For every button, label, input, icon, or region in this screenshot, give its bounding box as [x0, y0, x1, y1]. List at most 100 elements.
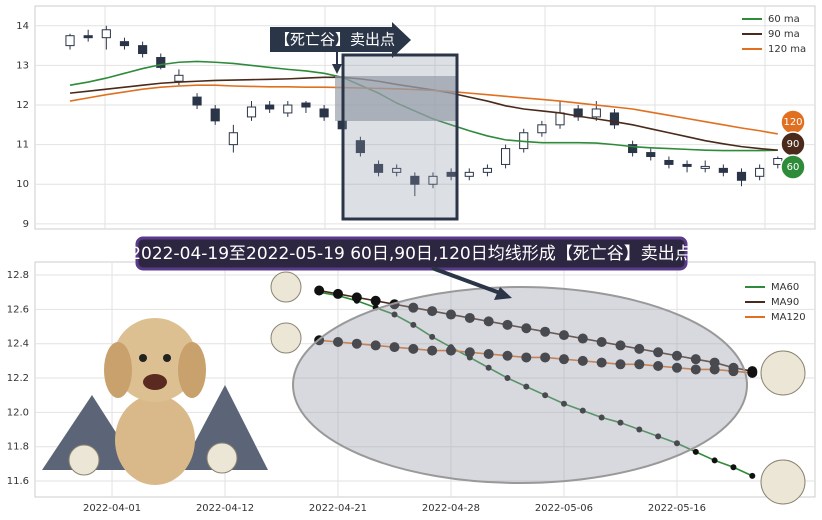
shade-box: [335, 76, 457, 121]
point: [655, 433, 662, 440]
candle-body: [755, 167, 765, 177]
valley-box: [341, 53, 459, 221]
dog-eye: [139, 354, 147, 362]
candle-body: [174, 74, 184, 82]
point: [728, 366, 739, 377]
candle-body: [410, 175, 420, 185]
rock: [42, 395, 140, 470]
point: [709, 357, 720, 368]
point: [615, 340, 626, 351]
candle-body: [156, 56, 166, 68]
x-tick-label: 2022-04-28: [422, 503, 480, 514]
candle-body: [319, 108, 329, 118]
point: [370, 295, 381, 306]
point: [598, 414, 605, 421]
y-tick-label: 11: [16, 140, 29, 151]
dog-ear: [104, 342, 132, 398]
point: [410, 321, 417, 328]
candle-body: [736, 171, 747, 181]
candle-body: [138, 45, 148, 55]
end-badge-label: 120: [783, 117, 802, 128]
point: [445, 309, 456, 320]
dog-ear: [178, 342, 206, 398]
point: [636, 426, 643, 433]
point: [464, 347, 475, 358]
point: [464, 312, 475, 323]
dog-head: [113, 318, 197, 402]
candle-body: [628, 144, 638, 154]
point: [332, 336, 343, 347]
ma-line: [319, 291, 753, 477]
candle-body: [646, 152, 656, 158]
x-tick-label: 2022-04-01: [83, 503, 141, 514]
candle-body: [591, 108, 601, 118]
point: [615, 359, 626, 370]
point: [692, 448, 699, 455]
point: [427, 306, 438, 317]
point: [634, 359, 645, 370]
point: [408, 302, 419, 313]
point: [502, 319, 513, 330]
legend-label: 120 ma: [768, 44, 806, 55]
point: [560, 400, 567, 407]
candle-body: [664, 159, 674, 165]
point: [577, 355, 588, 366]
x-tick-label: 2022-05-16: [648, 503, 706, 514]
point: [673, 440, 680, 447]
candle-body: [773, 157, 783, 165]
point: [540, 326, 551, 337]
legend-label: 60 ma: [768, 14, 800, 25]
x-tick-label: 2022-04-12: [196, 503, 254, 514]
highlight-ellipse: [292, 286, 748, 484]
point: [521, 323, 532, 334]
candle-body: [65, 35, 75, 47]
end-badge-label: 90: [787, 139, 800, 150]
point: [558, 330, 569, 341]
candle-body: [537, 124, 547, 134]
point: [711, 457, 718, 464]
point: [730, 464, 737, 471]
candle-body: [83, 35, 93, 39]
skull: [760, 350, 806, 396]
y-tick-label: 10: [16, 179, 29, 190]
banner-arrow: [431, 266, 501, 295]
y-tick-label: 11.8: [7, 442, 29, 453]
point: [671, 350, 682, 361]
candle-body: [373, 163, 384, 173]
point: [579, 407, 586, 414]
point: [429, 333, 436, 340]
candle-body: [283, 104, 293, 114]
candle-body: [355, 140, 365, 154]
point: [577, 333, 588, 344]
flag-text: 【死亡谷】卖出点: [275, 31, 395, 49]
point: [617, 419, 624, 426]
point: [332, 288, 343, 299]
candle-body: [609, 112, 620, 126]
point: [653, 361, 664, 372]
point: [391, 311, 398, 318]
end-badge: [780, 154, 806, 180]
candle-body: [210, 108, 220, 122]
skull: [270, 271, 302, 303]
point: [408, 343, 419, 354]
candle-body: [119, 41, 130, 47]
point: [634, 343, 645, 354]
candle-body: [446, 171, 456, 177]
candle-body: [682, 163, 692, 167]
point: [389, 342, 400, 353]
point: [427, 345, 438, 356]
point: [690, 364, 701, 375]
point: [542, 392, 549, 399]
y-tick-label: 11.6: [7, 476, 29, 487]
candle-body: [555, 112, 565, 126]
y-tick-label: 12.0: [7, 407, 29, 418]
point: [502, 350, 513, 361]
skull: [206, 442, 238, 474]
y-tick-label: 12.8: [7, 270, 29, 281]
point: [485, 364, 492, 371]
point: [596, 336, 607, 347]
candle-body: [228, 132, 238, 146]
candle-body: [500, 148, 511, 165]
illustration: [42, 271, 806, 505]
